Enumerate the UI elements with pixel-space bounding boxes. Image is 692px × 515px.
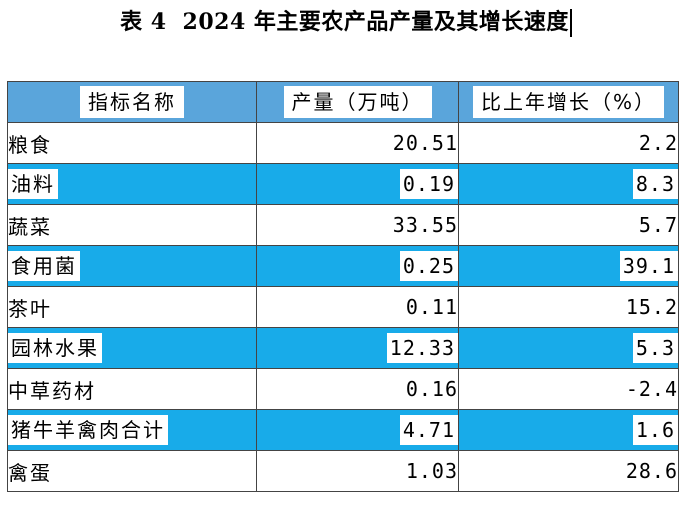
row-name: 粮食 xyxy=(8,132,52,157)
table-row: 中草药材 0.16 -2.4 xyxy=(7,368,679,410)
row-output: 1.03 xyxy=(405,459,458,483)
row-growth: 15.2 xyxy=(625,295,678,319)
row-growth-cell: 28.6 xyxy=(458,450,679,492)
row-output: 33.55 xyxy=(392,213,458,237)
production-table: 指标名称 产量（万吨） 比上年增长（%） 粮食 20.51 2.2 油料 0.1… xyxy=(7,81,679,492)
row-name-cell: 园林水果 xyxy=(7,327,257,369)
row-name-cell: 食用菌 xyxy=(7,245,257,287)
row-output: 0.16 xyxy=(405,377,458,401)
row-name-cell: 茶叶 xyxy=(7,286,257,328)
row-name-cell: 粮食 xyxy=(7,122,257,164)
row-output-cell: 0.25 xyxy=(256,245,459,287)
row-name-cell: 猪牛羊禽肉合计 xyxy=(7,409,257,451)
table-row: 食用菌 0.25 39.1 xyxy=(7,245,679,287)
row-growth: 5.7 xyxy=(638,213,678,237)
table-row: 茶叶 0.11 15.2 xyxy=(7,286,679,328)
row-growth-cell: 15.2 xyxy=(458,286,679,328)
header-output: 产量（万吨） xyxy=(256,81,459,123)
row-output-cell: 1.03 xyxy=(256,450,459,492)
row-growth-cell: 2.2 xyxy=(458,122,679,164)
table-row: 蔬菜 33.55 5.7 xyxy=(7,204,679,246)
row-name: 园林水果 xyxy=(8,333,102,363)
row-growth-cell: -2.4 xyxy=(458,368,679,410)
row-output: 0.19 xyxy=(399,169,458,199)
row-growth: 39.1 xyxy=(619,251,678,281)
row-output-cell: 0.16 xyxy=(256,368,459,410)
header-indicator-label: 指标名称 xyxy=(80,86,184,118)
row-name: 油料 xyxy=(8,169,58,199)
row-growth-cell: 39.1 xyxy=(458,245,679,287)
table-row: 园林水果 12.33 5.3 xyxy=(7,327,679,369)
row-output-cell: 20.51 xyxy=(256,122,459,164)
row-output: 0.25 xyxy=(399,251,458,281)
row-name: 食用菌 xyxy=(8,251,80,281)
row-name: 中草药材 xyxy=(8,378,96,403)
row-growth-cell: 1.6 xyxy=(458,409,679,451)
row-growth: 5.3 xyxy=(632,333,678,363)
header-indicator: 指标名称 xyxy=(7,81,257,123)
row-name: 猪牛羊禽肉合计 xyxy=(8,415,168,445)
table-row: 粮食 20.51 2.2 xyxy=(7,122,679,164)
row-output-cell: 12.33 xyxy=(256,327,459,369)
row-output-cell: 0.19 xyxy=(256,163,459,205)
row-name-cell: 蔬菜 xyxy=(7,204,257,246)
row-growth-cell: 5.7 xyxy=(458,204,679,246)
row-growth: 2.2 xyxy=(638,131,678,155)
table-title: 表 4 2024 年主要农产品产量及其增长速度 xyxy=(0,6,692,38)
row-output: 20.51 xyxy=(392,131,458,155)
row-output-cell: 33.55 xyxy=(256,204,459,246)
table-caption: 2024 年主要农产品产量及其增长速度 xyxy=(182,9,569,35)
row-name: 茶叶 xyxy=(8,296,52,321)
row-growth-cell: 8.3 xyxy=(458,163,679,205)
row-growth-cell: 5.3 xyxy=(458,327,679,369)
row-output: 0.11 xyxy=(405,295,458,319)
row-name-cell: 中草药材 xyxy=(7,368,257,410)
row-growth: 28.6 xyxy=(625,459,678,483)
table-number: 表 4 xyxy=(120,9,167,35)
text-cursor xyxy=(569,9,572,37)
row-growth: 1.6 xyxy=(632,415,678,445)
row-name: 禽蛋 xyxy=(8,460,52,485)
row-name-cell: 油料 xyxy=(7,163,257,205)
row-output: 4.71 xyxy=(399,415,458,445)
row-name-cell: 禽蛋 xyxy=(7,450,257,492)
row-growth: -2.4 xyxy=(625,377,678,401)
header-growth: 比上年增长（%） xyxy=(458,81,679,123)
row-name: 蔬菜 xyxy=(8,214,52,239)
row-output: 12.33 xyxy=(386,333,458,363)
header-growth-label: 比上年增长（%） xyxy=(472,86,664,118)
row-growth: 8.3 xyxy=(632,169,678,199)
table-row: 油料 0.19 8.3 xyxy=(7,163,679,205)
table-row: 猪牛羊禽肉合计 4.71 1.6 xyxy=(7,409,679,451)
header-row: 指标名称 产量（万吨） 比上年增长（%） xyxy=(7,81,679,123)
row-output-cell: 0.11 xyxy=(256,286,459,328)
table-row: 禽蛋 1.03 28.6 xyxy=(7,450,679,492)
header-output-label: 产量（万吨） xyxy=(283,86,432,118)
row-output-cell: 4.71 xyxy=(256,409,459,451)
